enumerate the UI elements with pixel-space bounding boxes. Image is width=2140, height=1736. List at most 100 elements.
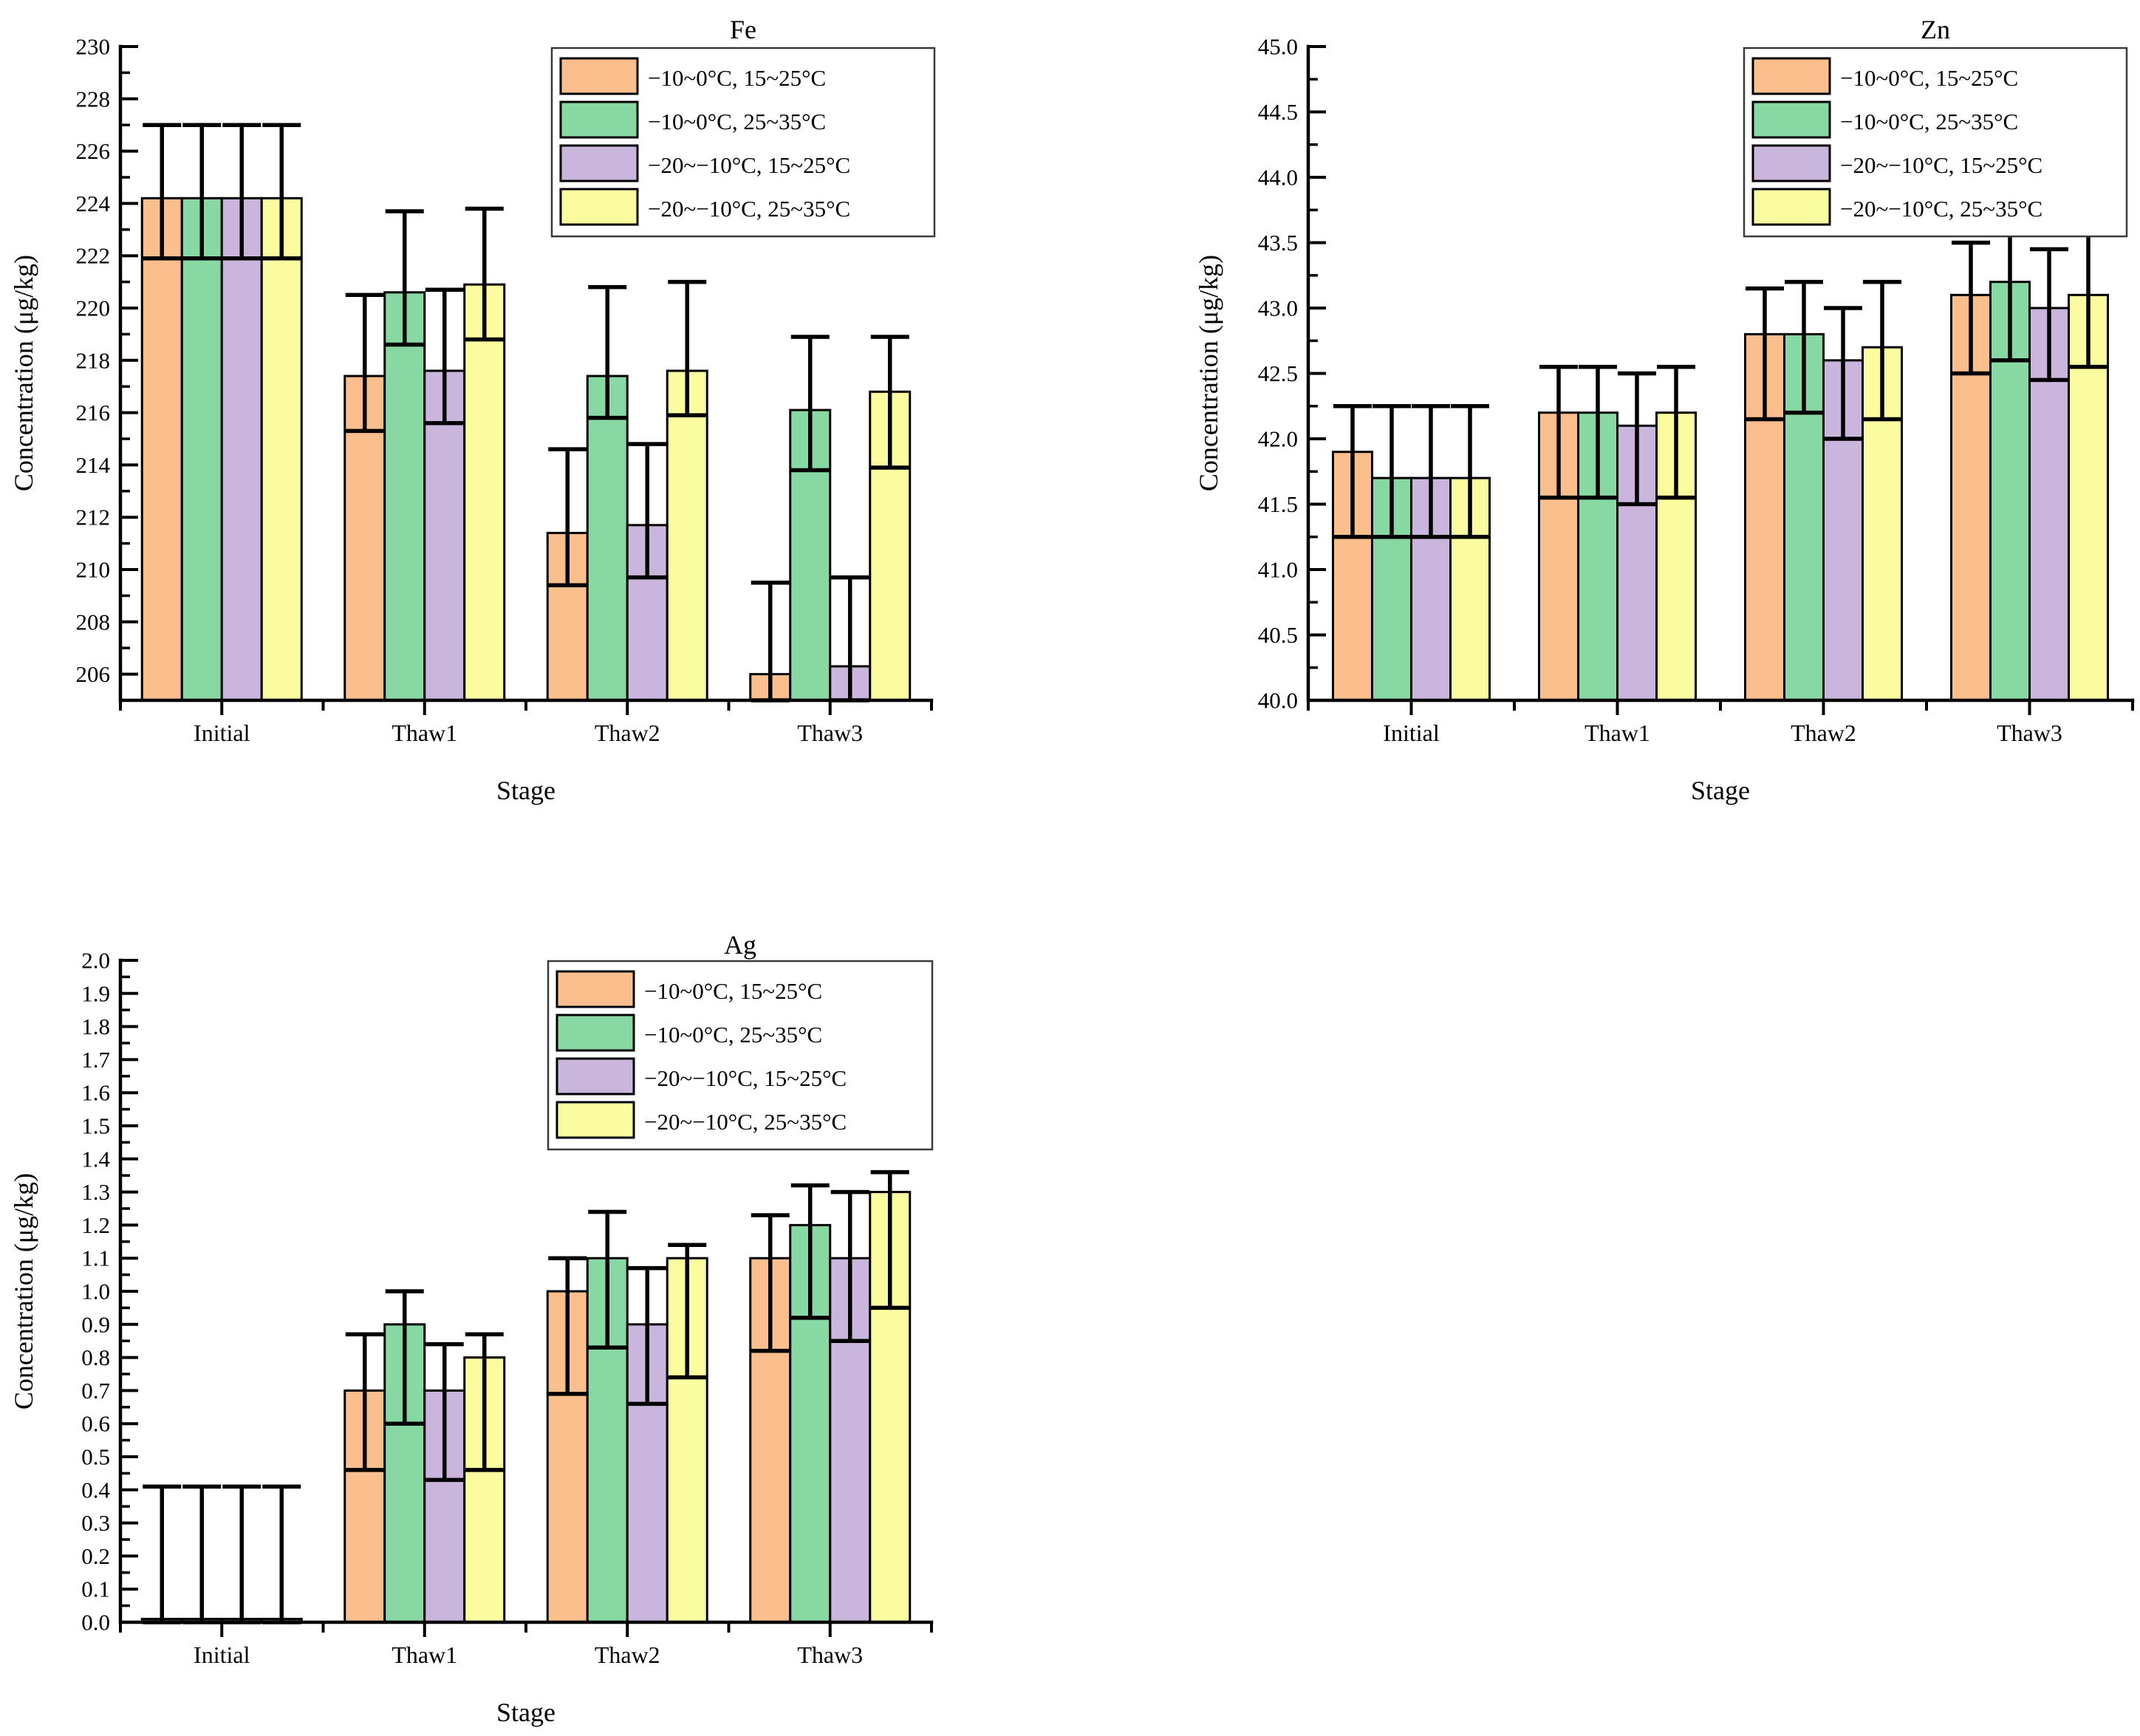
ag-category-label-thaw2: Thaw2 [595, 1641, 660, 1668]
zn-category-label-thaw3: Thaw3 [1997, 720, 2062, 746]
zn-chart: 40.0 40.5 41.0 41.5 42.0 42.5 43.0 43.5 44.0 44.5… [1194, 15, 2135, 805]
zn-legend-label-s0: −10~0°C, 15~25°C [1840, 65, 2018, 91]
ag-ytick-label: 0.2 [81, 1543, 110, 1569]
fe-bar-thaw1-s1 [383, 291, 426, 702]
zn-category-label-initial: Initial [1383, 720, 1440, 746]
fe-bar-thaw2-s3 [666, 369, 708, 702]
zn-ytick-label: 40.0 [1258, 688, 1298, 714]
fe-chart: 206 208 210 212 214 216 218 220 222 224 226 228 230 I… [9, 15, 936, 805]
zn-legend-swatch-s1-icon [1751, 100, 1831, 139]
ag-ytick-label: 2.0 [81, 948, 110, 974]
fe-ytick-label: 222 [76, 243, 111, 269]
fe-legend-label-s0: −10~0°C, 15~25°C [648, 65, 826, 91]
ag-legend-swatch-s1-icon [555, 1014, 635, 1052]
zn-ytick-label: 40.5 [1258, 622, 1298, 648]
fe-y-axis-title: Concentration (μg/kg) [9, 255, 38, 491]
fe-category-label-thaw2: Thaw2 [595, 720, 660, 746]
zn-legend-label-s1: −10~0°C, 25~35°C [1840, 109, 2018, 134]
fe-legend-swatch-s0-icon [559, 57, 639, 95]
zn-ytick-label: 44.5 [1258, 99, 1298, 125]
fe-ytick-label: 210 [76, 557, 111, 583]
ag-x-axis-ticks: Initial Thaw1 Thaw2 Thaw3 [119, 1622, 933, 1668]
fe-legend-swatch-s3-icon [559, 188, 639, 226]
zn-ytick-label: 44.0 [1258, 165, 1298, 191]
fe-category-label-thaw3: Thaw3 [797, 720, 863, 746]
fe-y-axis-ticks: 206 208 210 212 214 216 218 220 222 224 226 228 230 [76, 34, 138, 702]
ag-ytick-label: 0.8 [81, 1344, 110, 1370]
zn-ytick-label: 42.5 [1258, 360, 1298, 386]
zn-x-axis-title: Stage [1691, 776, 1750, 805]
fe-legend-label-s1: −10~0°C, 25~35°C [648, 109, 826, 134]
fe-legend-label-s2: −20~−10°C, 15~25°C [648, 152, 850, 178]
zn-ytick-label: 45.0 [1258, 34, 1298, 60]
ag-y-axis-ticks: 0.0 0.1 0.2 0.3 0.4 0.5 0.6 0.7 0.8 0.9 1.0 1.1 1.2 1… [81, 948, 138, 1636]
ag-ytick-label: 1.2 [81, 1212, 110, 1238]
fe-bar-thaw2-s1 [586, 375, 629, 702]
fe-x-axis-ticks: Initial Thaw1 Thaw2 Thaw3 [119, 700, 933, 746]
ag-legend-label-s1: −10~0°C, 25~35°C [644, 1022, 822, 1048]
fe-category-label-initial: Initial [194, 720, 250, 746]
ag-legend: −10~0°C, 15~25°C −10~0°C, 25~35°C −20~−10°… [547, 960, 934, 1151]
ag-error-bars [143, 1169, 909, 1624]
fe-ytick-label: 214 [76, 452, 111, 478]
fe-ytick-label: 230 [76, 34, 111, 60]
ag-ytick-label: 0.5 [81, 1444, 110, 1470]
ag-ytick-label: 1.4 [81, 1146, 110, 1172]
fe-legend: −10~0°C, 15~25°C −10~0°C, 25~35°C −20~−10°… [550, 47, 936, 238]
ag-bars [140, 1191, 912, 1624]
ag-ytick-label: 1.3 [81, 1179, 110, 1205]
fe-ytick-label: 224 [76, 191, 111, 216]
ag-chart: 0.0 0.1 0.2 0.3 0.4 0.5 0.6 0.7 0.8 0.9 1.0 1.1 1.2 1… [9, 930, 934, 1727]
fe-ytick-label: 206 [76, 661, 111, 687]
zn-y-axis-title: Concentration (μg/kg) [1194, 255, 1223, 491]
ag-x-axis-title: Stage [496, 1698, 555, 1727]
zn-x-axis-ticks: Initial Thaw1 Thaw2 Thaw3 [1307, 700, 2134, 746]
fe-legend-swatch-s2-icon [559, 144, 639, 182]
fe-category-label-thaw1: Thaw1 [392, 720, 457, 746]
fe-bar-initial-s1 [180, 197, 223, 702]
ag-legend-label-s2: −20~−10°C, 15~25°C [644, 1065, 847, 1091]
ag-ytick-label: 1.9 [81, 980, 110, 1006]
fe-ytick-label: 218 [76, 347, 111, 373]
ag-ytick-label: 1.6 [81, 1080, 110, 1106]
fe-ytick-label: 216 [76, 400, 111, 426]
zn-bars [1332, 281, 2109, 702]
ag-ytick-label: 0.9 [81, 1311, 110, 1337]
ag-ytick-label: 0.0 [81, 1610, 110, 1636]
fe-x-axis-title: Stage [496, 776, 555, 805]
zn-legend-swatch-s0-icon [1751, 57, 1831, 95]
ag-ytick-label: 0.6 [81, 1411, 110, 1437]
zn-legend-label-s2: −20~−10°C, 15~25°C [1840, 152, 2042, 178]
ag-ytick-label: 0.1 [81, 1576, 110, 1602]
fe-ytick-label: 228 [76, 86, 111, 112]
zn-chart-title: Zn [1921, 15, 1950, 44]
fe-ytick-label: 226 [76, 138, 111, 164]
zn-ytick-label: 41.0 [1258, 557, 1298, 583]
fe-bar-initial-s2 [220, 197, 263, 702]
fe-legend-swatch-s1-icon [559, 100, 639, 139]
ag-ytick-label: 1.8 [81, 1014, 110, 1039]
zn-ytick-label: 42.0 [1258, 426, 1298, 452]
ag-legend-swatch-s3-icon [555, 1101, 635, 1139]
ag-legend-label-s0: −10~0°C, 15~25°C [644, 978, 822, 1004]
zn-y-axis-ticks: 40.0 40.5 41.0 41.5 42.0 42.5 43.0 43.5 44.0 44.5… [1258, 34, 1326, 714]
ag-ytick-label: 0.3 [81, 1510, 110, 1536]
zn-error-bars [1333, 228, 2107, 539]
zn-legend-swatch-s2-icon [1751, 144, 1831, 182]
zn-category-label-thaw2: Thaw2 [1791, 720, 1856, 746]
zn-ytick-label: 43.5 [1258, 230, 1298, 256]
ag-chart-title: Ag [724, 930, 756, 960]
fe-error-bars [143, 123, 909, 703]
zn-legend: −10~0°C, 15~25°C −10~0°C, 25~35°C −20~−10°… [1743, 47, 2128, 238]
fe-ytick-label: 212 [76, 505, 111, 530]
ag-legend-swatch-s2-icon [555, 1057, 635, 1096]
zn-bar-thaw2-s3 [1862, 346, 1903, 702]
fe-ytick-label: 220 [76, 295, 111, 321]
zn-category-label-thaw1: Thaw1 [1585, 720, 1650, 746]
fe-chart-title: Fe [730, 15, 756, 44]
ag-ytick-label: 1.5 [81, 1113, 110, 1139]
ag-category-label-thaw1: Thaw1 [392, 1641, 457, 1668]
ag-ytick-label: 1.1 [81, 1245, 110, 1271]
